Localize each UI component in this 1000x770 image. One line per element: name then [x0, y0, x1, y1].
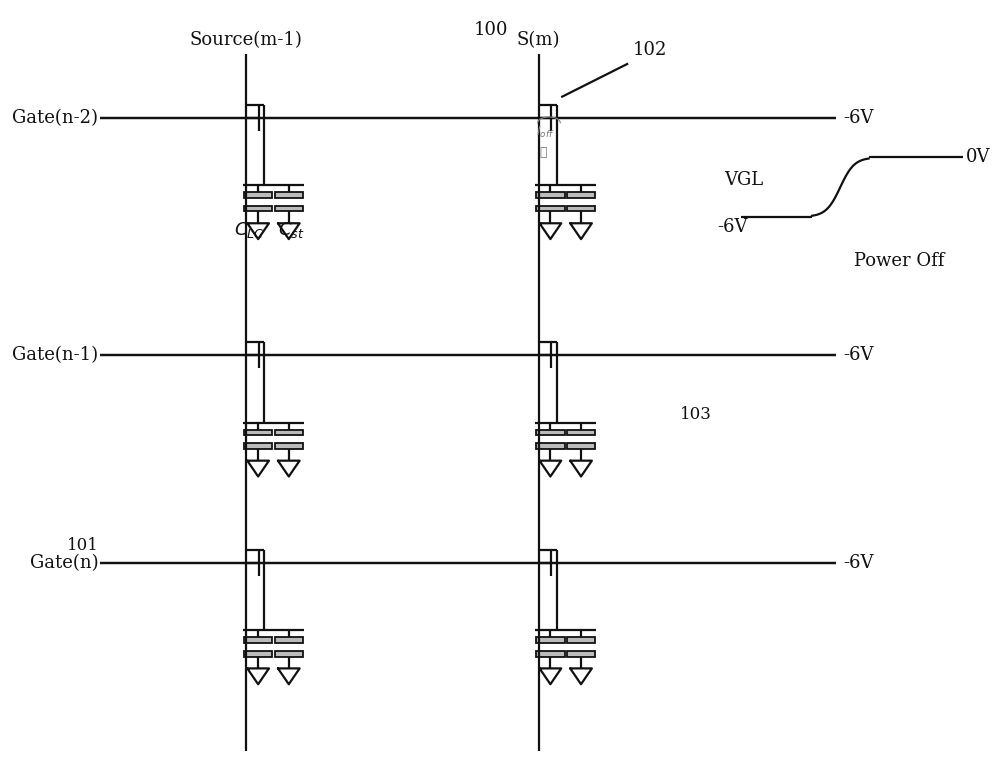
Bar: [275, 651, 303, 657]
Bar: [536, 192, 565, 198]
Bar: [536, 638, 565, 643]
Text: S(m): S(m): [517, 31, 560, 49]
Bar: [536, 651, 565, 657]
Text: -6V: -6V: [718, 218, 748, 236]
Bar: [275, 444, 303, 449]
Text: 103: 103: [680, 407, 712, 424]
Text: 101: 101: [66, 537, 98, 554]
Bar: [536, 444, 565, 449]
Bar: [244, 430, 272, 435]
Bar: [567, 651, 595, 657]
Bar: [244, 638, 272, 643]
Text: $C_{LC}$: $C_{LC}$: [234, 219, 264, 239]
Bar: [567, 430, 595, 435]
Bar: [275, 638, 303, 643]
Bar: [275, 430, 303, 435]
Bar: [275, 206, 303, 212]
Text: $C_{st}$: $C_{st}$: [278, 219, 305, 239]
Bar: [567, 638, 595, 643]
Text: Gate(n-1): Gate(n-1): [12, 346, 98, 364]
Bar: [567, 206, 595, 212]
Text: 小: 小: [540, 146, 547, 159]
Bar: [244, 206, 272, 212]
Text: 100: 100: [474, 21, 509, 38]
Text: -6V: -6V: [843, 346, 874, 364]
Text: Gate(n-2): Gate(n-2): [12, 109, 98, 127]
Bar: [567, 444, 595, 449]
Text: $I_{off}$: $I_{off}$: [536, 125, 554, 140]
Text: Source(m-1): Source(m-1): [190, 31, 303, 49]
Text: VGL: VGL: [724, 171, 763, 189]
Bar: [536, 430, 565, 435]
Bar: [567, 192, 595, 198]
Text: Power Off: Power Off: [854, 253, 945, 270]
Bar: [244, 651, 272, 657]
Text: 102: 102: [633, 41, 667, 59]
Text: -6V: -6V: [843, 554, 874, 572]
Text: 0V: 0V: [966, 149, 990, 166]
Text: -6V: -6V: [843, 109, 874, 127]
Text: Gate(n): Gate(n): [30, 554, 98, 572]
Bar: [536, 206, 565, 212]
Bar: [244, 192, 272, 198]
Bar: [275, 192, 303, 198]
Bar: [244, 444, 272, 449]
